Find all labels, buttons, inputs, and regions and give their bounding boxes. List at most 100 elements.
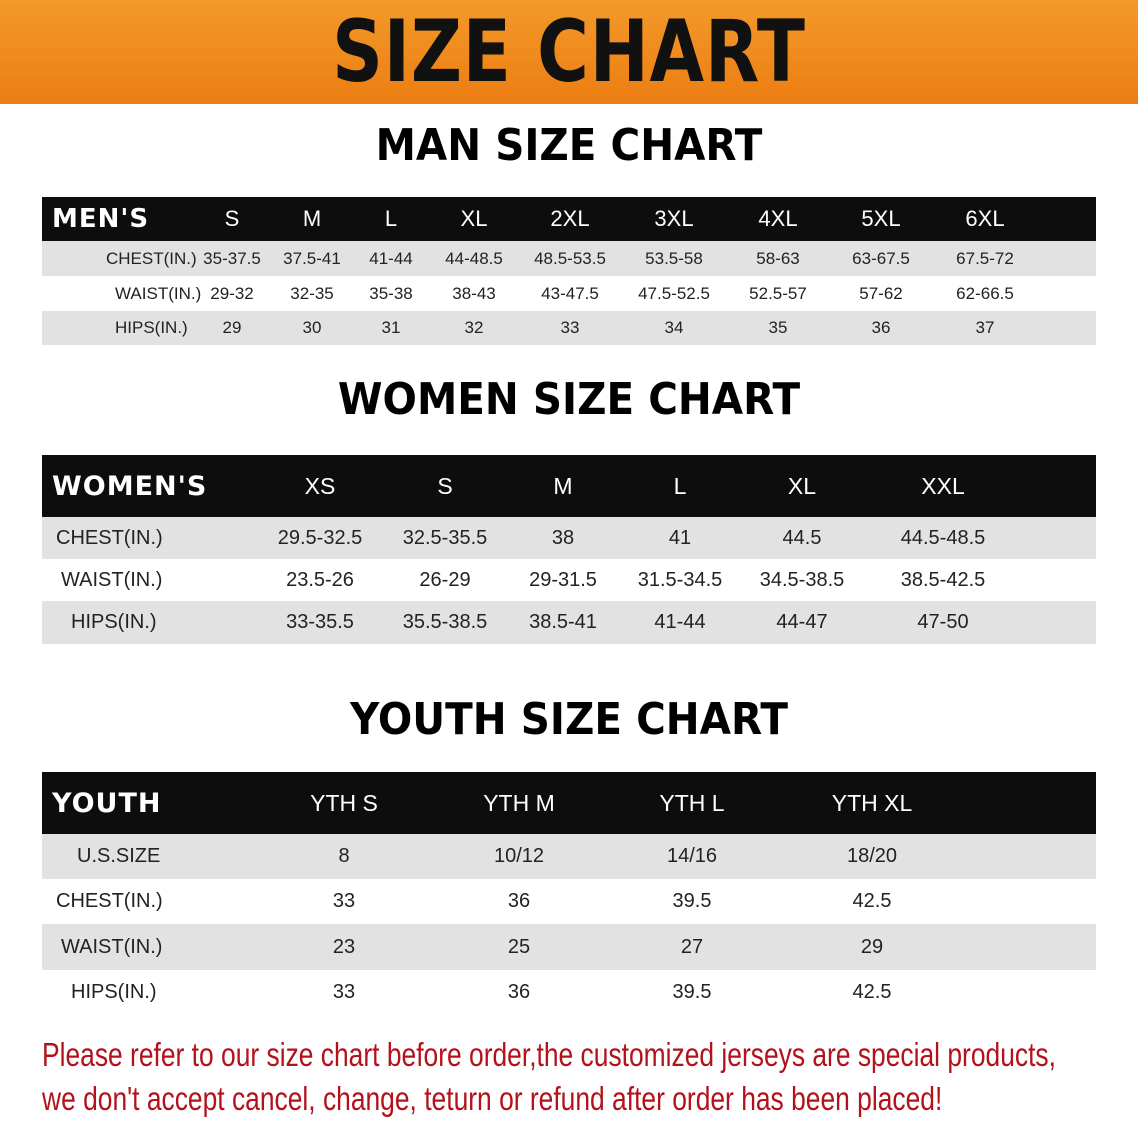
measurement-value: 39.5 (672, 981, 712, 1003)
measurement-value: 23.5-26 (286, 568, 354, 591)
measurement-label: HIPS(IN.) (71, 611, 157, 633)
size-header-cell: YTH XL (831, 789, 913, 816)
measurement-value: 32 (464, 318, 484, 337)
size-header-cell: L (384, 206, 398, 231)
measurement-value: 38-43 (452, 283, 496, 303)
size-header-cell: 5XL (861, 206, 901, 231)
table-row: WAIST(IN.) 23 25 27 29 (42, 924, 1096, 970)
table-row: HIPS(IN.) 33 36 39.5 42.5 (42, 970, 1096, 1015)
measurement-value: 63-67.5 (852, 248, 910, 268)
size-header-cell: L (673, 472, 687, 499)
measurement-value: 42.5 (852, 981, 892, 1003)
size-header-cell: YTH M (483, 789, 555, 816)
measurement-label: CHEST(IN.) (56, 890, 163, 912)
measurement-label: U.S.SIZE (77, 845, 161, 867)
measurement-value: 44-48.5 (445, 248, 503, 268)
size-header-cell: YTH L (659, 789, 725, 816)
measurement-value: 44-47 (776, 611, 828, 633)
measurement-value: 34.5-38.5 (759, 568, 845, 591)
measurement-value: 35 (768, 318, 788, 337)
measurement-value: 41 (668, 526, 692, 549)
measurement-value: 41-44 (654, 611, 706, 633)
measurement-value: 34 (664, 318, 684, 337)
measurement-value: 27 (680, 935, 704, 958)
measurement-value: 36 (507, 981, 531, 1003)
size-chart-banner: SIZE CHART (0, 0, 1138, 104)
size-header-cell: 3XL (654, 206, 694, 231)
measurement-value: 44.5-48.5 (900, 526, 986, 549)
banner-title: SIZE CHART (332, 2, 806, 102)
table-row: CHEST(IN.) 35-37.5 37.5-41 41-44 44-48.5 48.5… (42, 241, 1096, 276)
measurement-value: 18/20 (846, 845, 898, 867)
size-header-cell: 4XL (758, 206, 798, 231)
measurement-value: 36 (507, 890, 531, 912)
measurement-value: 29.5-32.5 (277, 526, 363, 549)
order-notice-line-1: Please refer to our size chart before or… (42, 1036, 1056, 1073)
size-header-cell: XXL (921, 472, 965, 499)
measurement-value: 33 (332, 981, 356, 1003)
measurement-value: 26-29 (419, 568, 471, 591)
measurement-label: HIPS(IN.) (115, 318, 188, 337)
table-row: WAIST(IN.) 29-32 32-35 35-38 38-43 43-47.5 47.… (42, 276, 1096, 311)
table-row: U.S.SIZE 8 10/12 14/16 18/20 (42, 834, 1096, 879)
measurement-value: 35.5-38.5 (402, 611, 488, 633)
measurement-value: 47.5-52.5 (638, 283, 710, 303)
measurement-value: 38.5-41 (529, 611, 597, 633)
table-row: CHEST(IN.) 33 36 39.5 42.5 (42, 879, 1096, 924)
measurement-value: 32-35 (290, 283, 334, 303)
measurement-value: 30 (302, 318, 322, 337)
size-header-cell: S (224, 206, 240, 231)
measurement-value: 29-31.5 (529, 568, 597, 591)
measurement-label: WAIST(IN.) (61, 568, 163, 591)
measurement-value: 52.5-57 (749, 283, 807, 303)
measurement-value: 48.5-53.5 (534, 248, 606, 268)
measurement-value: 37 (975, 318, 995, 337)
measurement-value: 8 (338, 845, 350, 867)
measurement-value: 33-35.5 (286, 611, 354, 633)
size-header-cell: M (302, 206, 322, 231)
table-corner-label: WOMEN'S (52, 470, 208, 502)
measurement-value: 36 (871, 318, 891, 337)
measurement-value: 58-63 (756, 248, 800, 268)
measurement-value: 29 (860, 935, 884, 958)
size-header-cell: M (553, 472, 573, 499)
size-header-cell: XL (460, 206, 488, 231)
women-header-row: WOMEN'S XS S M L XL XXL (42, 455, 1096, 517)
measurement-value: 67.5-72 (956, 248, 1014, 268)
measurement-value: 62-66.5 (956, 283, 1014, 303)
measurement-value: 14/16 (666, 845, 718, 867)
measurement-label: WAIST(IN.) (61, 935, 163, 958)
measurement-value: 33 (332, 890, 356, 912)
measurement-value: 23 (332, 935, 356, 958)
size-header-cell: XS (304, 472, 336, 499)
table-row: WAIST(IN.) 23.5-26 26-29 29-31.5 31.5-34.5 34… (42, 559, 1096, 601)
measurement-value: 35-37.5 (203, 248, 261, 268)
measurement-label: HIPS(IN.) (71, 981, 157, 1003)
measurement-value: 41-44 (369, 248, 413, 268)
measurement-value: 42.5 (852, 890, 892, 912)
measurement-value: 31.5-34.5 (637, 568, 723, 591)
measurement-value: 32.5-35.5 (402, 526, 488, 549)
measurement-value: 44.5 (782, 526, 822, 549)
men-header-row: MEN'S S M L XL 2XL 3XL 4XL 5XL 6XL (42, 197, 1096, 241)
measurement-value: 31 (381, 318, 401, 337)
youth-section-title: YOUTH SIZE CHART (350, 694, 788, 745)
women-section-title: WOMEN SIZE CHART (337, 374, 801, 425)
measurement-value: 38 (551, 526, 575, 549)
measurement-value: 47-50 (917, 611, 969, 633)
measurement-value: 39.5 (672, 890, 712, 912)
order-notice-line-2: we don't accept cancel, change, teturn o… (42, 1080, 943, 1117)
measurement-value: 57-62 (859, 283, 903, 303)
measurement-value: 53.5-58 (645, 248, 703, 268)
measurement-value: 10/12 (493, 845, 545, 867)
table-corner-label: MEN'S (52, 204, 150, 234)
measurement-value: 43-47.5 (541, 283, 599, 303)
table-corner-label: YOUTH (52, 787, 162, 819)
measurement-value: 38.5-42.5 (900, 568, 986, 591)
table-row: CHEST(IN.) 29.5-32.5 32.5-35.5 38 41 44.5 44.5… (42, 517, 1096, 559)
measurement-label: CHEST(IN.) (56, 526, 163, 549)
size-header-cell: XL (787, 472, 817, 499)
size-header-cell: YTH S (310, 789, 378, 816)
size-header-cell: 2XL (550, 206, 590, 231)
measurement-value: 25 (507, 935, 531, 958)
